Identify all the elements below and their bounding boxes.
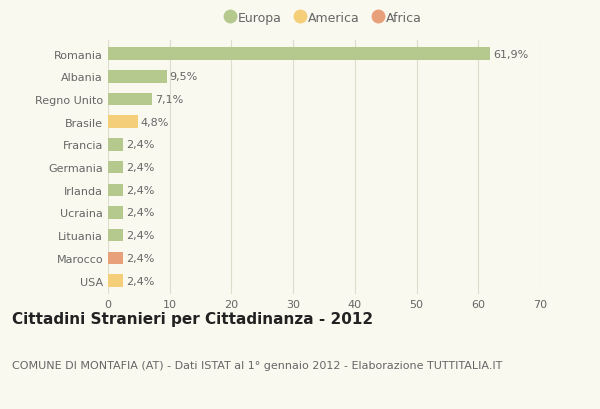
Bar — [108, 162, 123, 174]
Text: COMUNE DI MONTAFIA (AT) - Dati ISTAT al 1° gennaio 2012 - Elaborazione TUTTITALI: COMUNE DI MONTAFIA (AT) - Dati ISTAT al … — [12, 360, 502, 370]
Text: 2,4%: 2,4% — [126, 276, 154, 286]
Bar — [108, 275, 123, 287]
Bar — [108, 229, 123, 242]
Text: 2,4%: 2,4% — [126, 231, 154, 240]
Text: 7,1%: 7,1% — [155, 95, 183, 105]
Text: 2,4%: 2,4% — [126, 208, 154, 218]
Bar — [108, 184, 123, 197]
Bar — [108, 94, 152, 106]
Text: 61,9%: 61,9% — [493, 49, 529, 59]
Bar — [108, 252, 123, 265]
Bar — [108, 116, 137, 129]
Text: 2,4%: 2,4% — [126, 140, 154, 150]
Text: 2,4%: 2,4% — [126, 163, 154, 173]
Text: 2,4%: 2,4% — [126, 185, 154, 196]
Text: 4,8%: 4,8% — [141, 117, 169, 127]
Legend: Europa, America, Africa: Europa, America, Africa — [221, 7, 427, 29]
Text: 9,5%: 9,5% — [170, 72, 198, 82]
Bar — [108, 48, 490, 61]
Bar — [108, 139, 123, 151]
Text: Cittadini Stranieri per Cittadinanza - 2012: Cittadini Stranieri per Cittadinanza - 2… — [12, 311, 373, 326]
Text: 2,4%: 2,4% — [126, 253, 154, 263]
Bar — [108, 71, 167, 83]
Bar — [108, 207, 123, 219]
